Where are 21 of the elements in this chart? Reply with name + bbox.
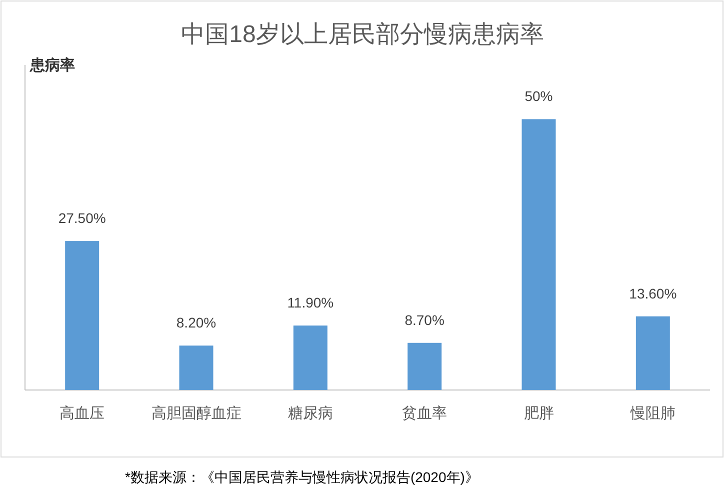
data-label: 8.70% — [404, 312, 444, 328]
chart-title: 中国18岁以上居民部分慢病患病率 — [181, 21, 544, 48]
bar — [636, 316, 670, 390]
x-tick-label: 糖尿病 — [288, 405, 333, 422]
x-tick-label: 肥胖 — [524, 405, 554, 422]
bar — [522, 119, 556, 390]
data-label: 11.90% — [287, 294, 334, 311]
text: *数据来源：《中国居民营养与慢性病状况报告(2020年)》 — [125, 469, 479, 485]
bar — [408, 342, 442, 390]
bar — [179, 346, 214, 390]
data-label: 27.50% — [58, 210, 106, 226]
bar — [65, 241, 100, 390]
data-label: 50% — [524, 88, 553, 104]
x-tick-label: 高胆固醇血症 — [151, 405, 242, 422]
y-axis-title: 患病率 — [29, 56, 75, 74]
x-tick-label: 慢阻肺 — [629, 405, 676, 422]
bar — [293, 326, 328, 390]
data-label: 8.20% — [176, 314, 216, 331]
x-tick-label: 高血压 — [60, 405, 105, 422]
data-label: 13.60% — [629, 285, 677, 302]
x-tick-label: 贫血率 — [402, 405, 448, 422]
